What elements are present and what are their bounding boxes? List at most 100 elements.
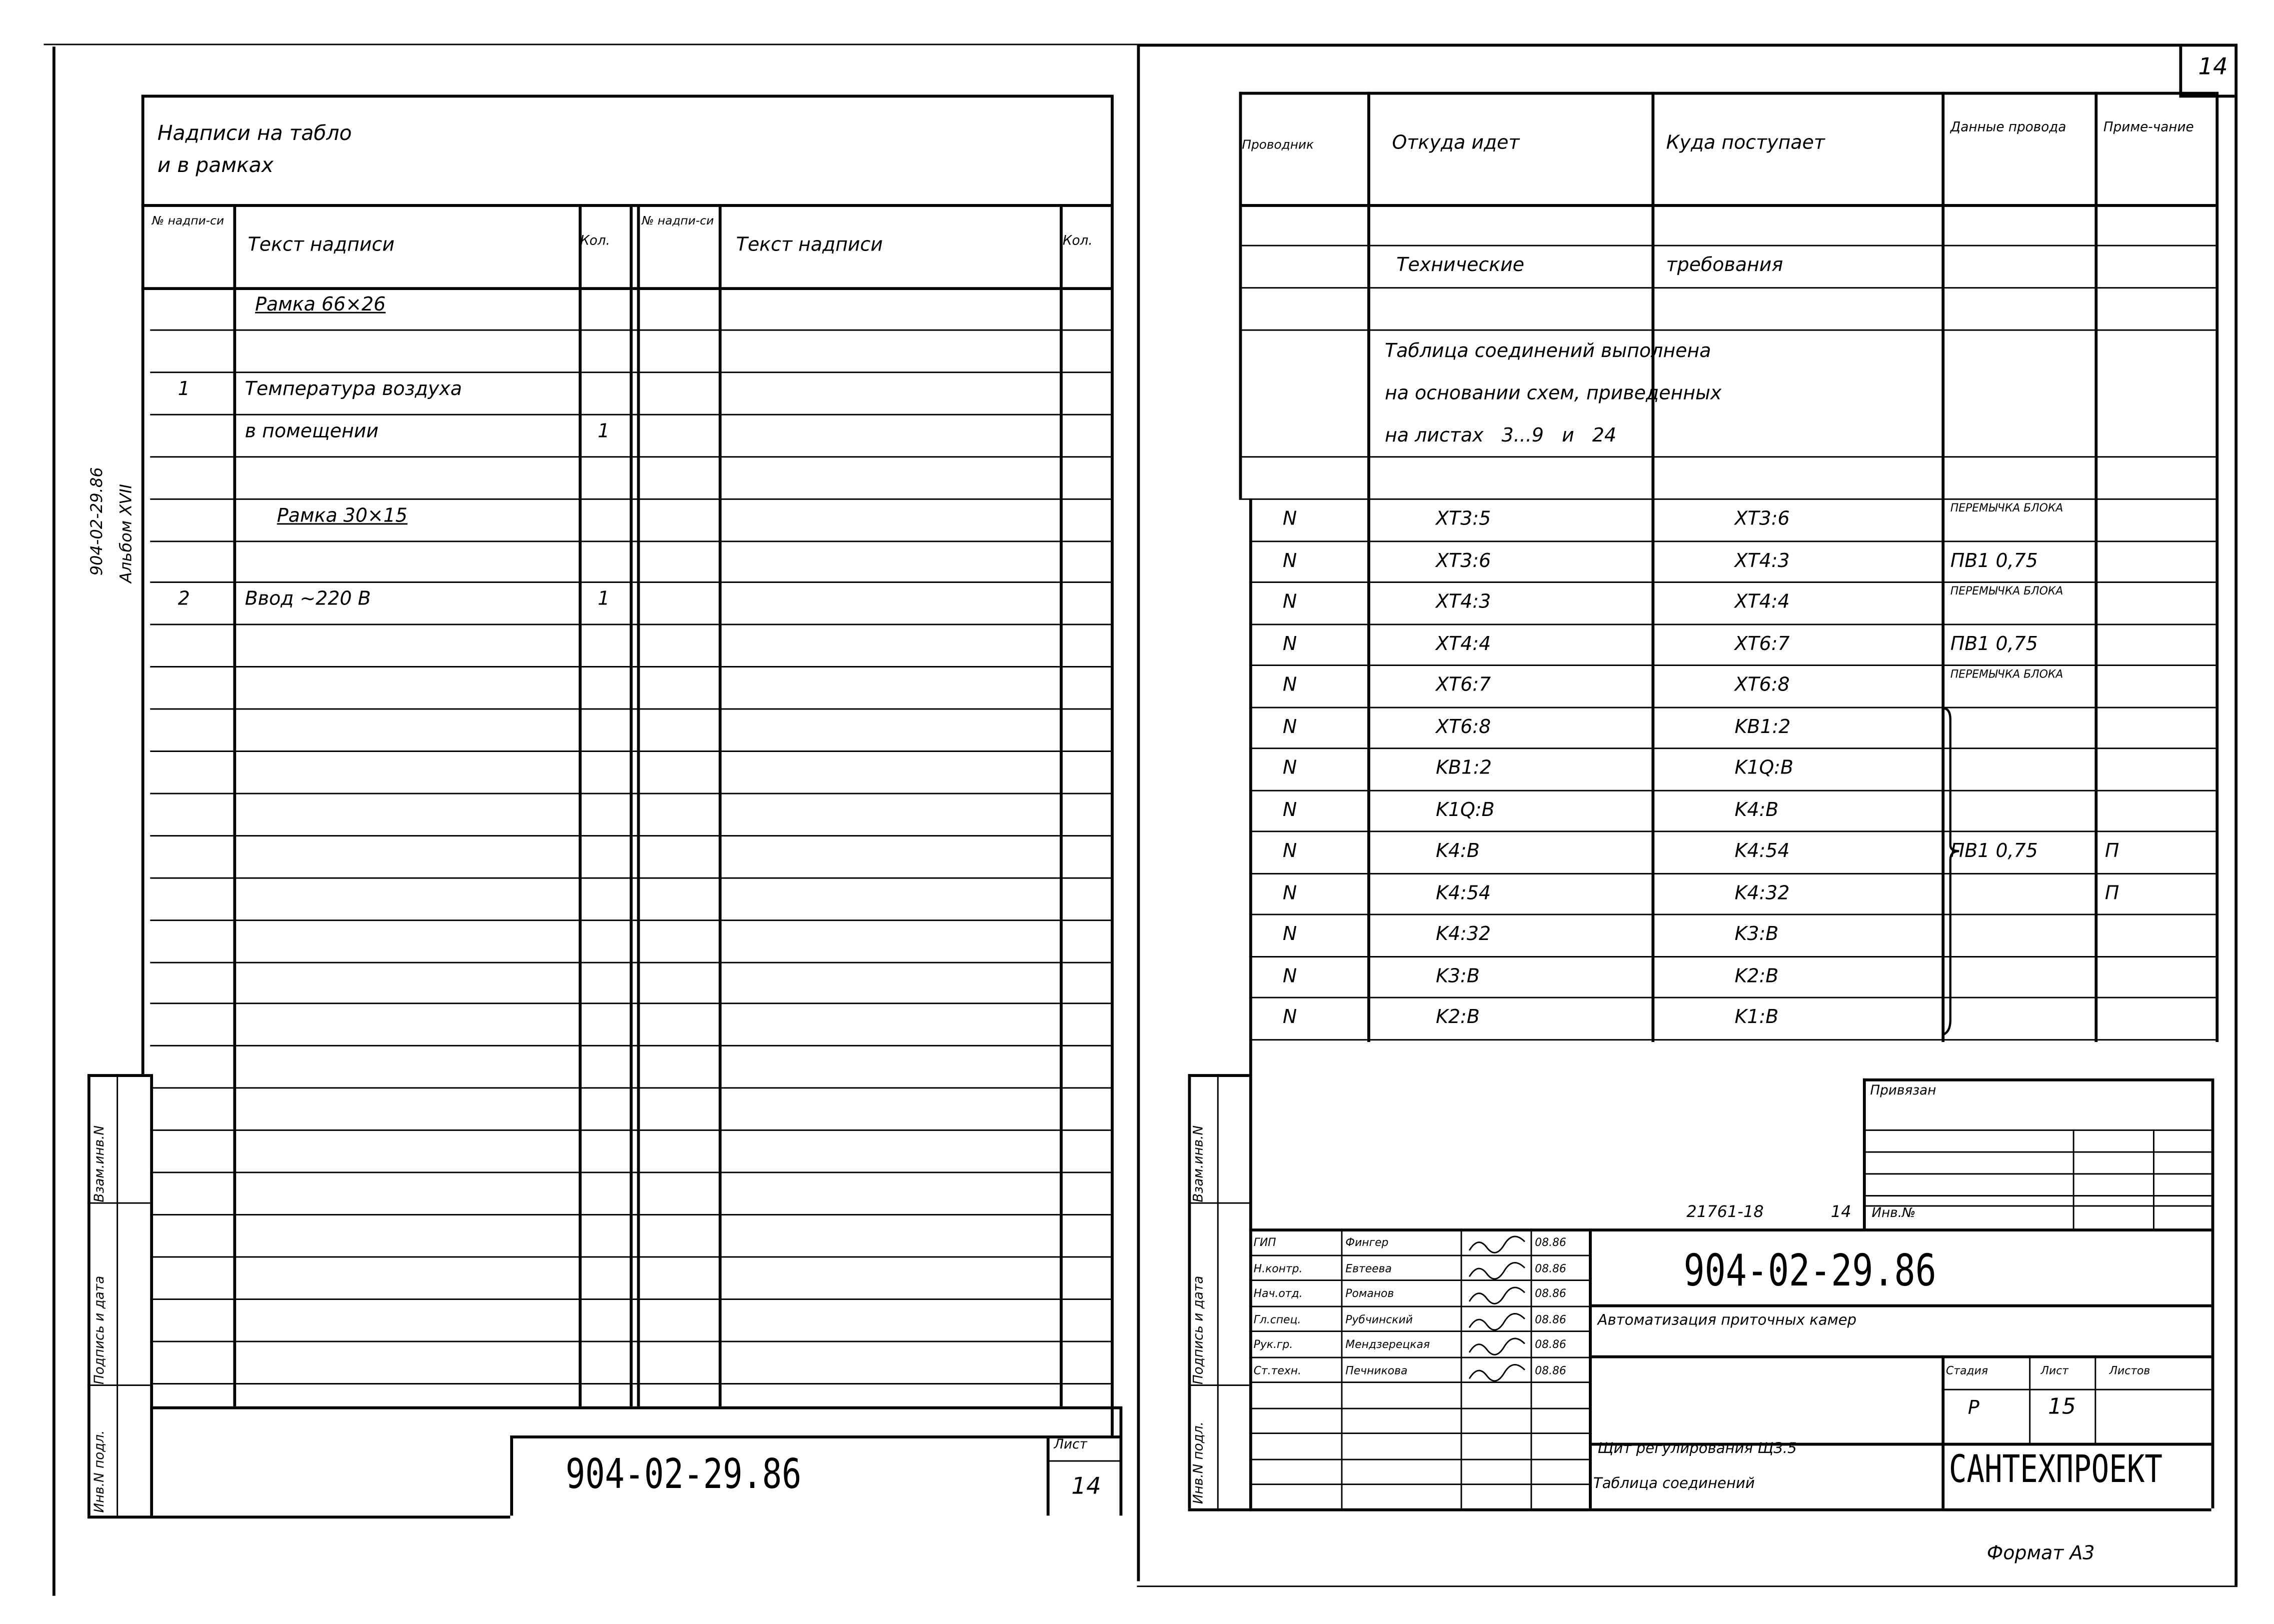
wire-to: KB1:2 (1734, 716, 1791, 738)
header-to: Куда поступает (1666, 132, 1825, 154)
side-album: Альбом XVII (117, 484, 136, 583)
wire-id: N (1282, 592, 1297, 614)
staff-date: 08.86 (1535, 1286, 1566, 1300)
rule-line (87, 1074, 151, 1076)
staff-date: 08.86 (1535, 1338, 1566, 1351)
sheet-value: 15 (2048, 1393, 2076, 1420)
rule-line (1941, 1388, 2211, 1390)
rule-line (2094, 1355, 2096, 1443)
stage-value: Р (1967, 1398, 1979, 1420)
rule-line (1249, 1038, 2216, 1040)
rule-line (150, 624, 1111, 626)
rule-line (1249, 1228, 2211, 1232)
stamp-replace-inv-r: Взам.инв.N (1192, 1125, 1207, 1202)
rule-line (1239, 456, 2216, 458)
rule-line (150, 414, 1111, 416)
rule-line (510, 1435, 513, 1516)
rule-line (1249, 1254, 1589, 1256)
rule-line (150, 329, 1111, 331)
rule-line (1239, 204, 2216, 206)
inv-label: Инв.№ (1871, 1206, 1916, 1222)
inscription-qty: 1 (598, 420, 610, 443)
left-sheet-number: 14 (1071, 1472, 1101, 1500)
rule-line (1239, 287, 2216, 289)
staff-role: Рук.гр. (1253, 1338, 1293, 1351)
rule-line (150, 1298, 1111, 1300)
staff-name: Евтеева (1345, 1261, 1392, 1274)
left-sheet-label: Лист (1054, 1438, 1087, 1453)
wire-id: N (1282, 633, 1297, 656)
rule-line (1460, 1228, 1462, 1508)
wire-id: N (1282, 1007, 1297, 1029)
wire-from: XT4:3 (1435, 592, 1491, 614)
rule-line (1188, 1074, 1249, 1076)
rule-line (150, 750, 1111, 752)
rule-line (1249, 706, 2216, 708)
rule-line (1941, 92, 1944, 1042)
page-number: 14 (2198, 52, 2228, 80)
rule-line (150, 1382, 1111, 1384)
staff-date: 08.86 (1535, 1312, 1566, 1326)
inscription-text: Рамка 66×26 (255, 294, 386, 316)
rule-line (637, 204, 640, 1406)
drawing-title-2: Таблица соединений (1593, 1476, 1755, 1492)
rule-line (1046, 1460, 1120, 1462)
rule-line (1249, 1280, 1589, 1282)
rule-line (1341, 1228, 1343, 1508)
wire-id: N (1282, 799, 1297, 822)
rule-line (150, 1045, 1111, 1047)
rule-line (1862, 1205, 2211, 1207)
wire-id: N (1282, 674, 1297, 697)
signature-icon (1468, 1312, 1525, 1330)
rule-line (2029, 1355, 2031, 1443)
staff-role: Нач.отд. (1253, 1286, 1303, 1300)
rule-line (233, 204, 236, 1406)
rule-line (1249, 581, 2216, 583)
rule-line (1239, 92, 2216, 95)
signature-icon (1468, 1363, 1525, 1381)
wire-from: K4:54 (1435, 882, 1491, 904)
rule-line (150, 1172, 1111, 1174)
rule-line (1367, 92, 1370, 1042)
rule-line (1249, 623, 2216, 624)
wire-id: N (1282, 508, 1297, 530)
rule-line (87, 1384, 151, 1386)
rule-line (87, 1516, 511, 1518)
inscription-text: Рамка 30×15 (277, 504, 408, 527)
staff-date: 08.86 (1535, 1261, 1566, 1274)
staff-name: Фингер (1345, 1236, 1389, 1249)
rule-line (150, 1214, 1111, 1216)
wire-id: N (1282, 758, 1297, 780)
header-num: № надпи-си (152, 214, 225, 228)
rule-line (150, 498, 1111, 500)
rule-line (718, 204, 721, 1406)
left-title-2: и в рамках (157, 154, 274, 178)
inscription-num: 2 (178, 589, 190, 612)
rule-line (1059, 204, 1062, 1406)
staff-name: Мендзерецкая (1345, 1338, 1430, 1351)
rule-line (1137, 1586, 2238, 1588)
wire-to: XT6:7 (1734, 633, 1790, 656)
rule-line (1239, 92, 1241, 498)
rule-line (1249, 1356, 1589, 1358)
rule-line (52, 46, 55, 1596)
wire-from: K4:32 (1435, 924, 1491, 946)
rule-line (630, 204, 632, 1406)
rule-line (150, 456, 1111, 458)
rule-line (1239, 498, 2216, 500)
stamp-inv-orig: Инв.N подл. (93, 1430, 108, 1513)
wire-id: N (1282, 716, 1297, 738)
rule-line (141, 94, 1111, 98)
rule-line (1188, 1074, 1190, 1508)
rule-line (1137, 44, 1139, 1582)
rule-line (1249, 872, 2216, 874)
note-line-1: Таблица соединений выполнена (1384, 341, 1711, 363)
inv-ref-sheet: 14 (1830, 1202, 1851, 1222)
wire-to: K4:54 (1734, 840, 1790, 863)
stage-label: Стадия (1946, 1364, 1988, 1378)
header-text: Текст надписи (248, 234, 395, 256)
wire-data: ПЕРЕМЫЧКА БЛОКА (1950, 501, 2063, 514)
staff-date: 08.86 (1535, 1236, 1566, 1249)
inscription-qty: 1 (598, 589, 610, 612)
